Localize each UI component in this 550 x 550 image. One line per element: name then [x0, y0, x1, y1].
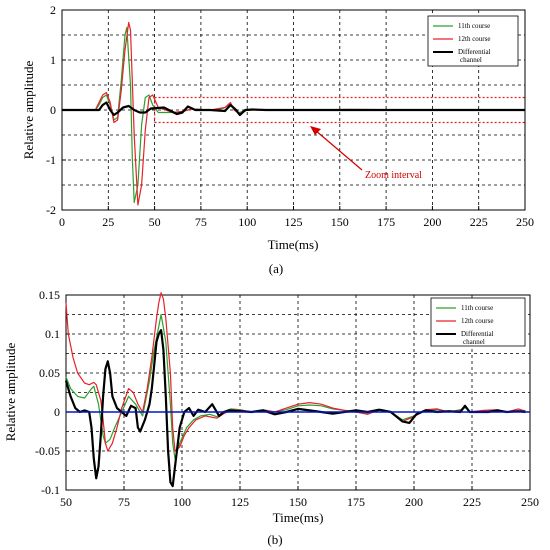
- y-tick-label: 1: [50, 53, 56, 67]
- x-tick-label: 0: [59, 215, 65, 229]
- x-tick-label: 25: [102, 215, 114, 229]
- y-tick-label: -1: [46, 153, 56, 167]
- legend-label: 12th course: [461, 317, 493, 325]
- panel-a-zoom-box: Zoom interval: [153, 96, 525, 181]
- panel-b-ticks: 50 75 100 125 150 175 200 225 250 0.15 0.1 0.05 0 -0.…: [35, 288, 539, 509]
- zoom-arrow-line: [314, 129, 363, 171]
- x-tick-label: 200: [405, 495, 423, 509]
- series-line-12th-course: [62, 21, 526, 206]
- x-tick-label: 125: [231, 495, 249, 509]
- x-tick-label: 125: [285, 215, 303, 229]
- x-tick-label: 175: [347, 495, 365, 509]
- x-tick-label: 75: [118, 495, 130, 509]
- panel-b-series: [64, 292, 530, 488]
- panel-b: 50 75 100 125 150 175 200 225 250 0.15 0.1 0.05 0 -0.…: [3, 288, 539, 547]
- panel-a-legend: 11th course 12th course Differentialchanne…: [427, 15, 519, 67]
- series-line-differential-channel: [62, 101, 525, 117]
- legend-label-cont: channel: [463, 338, 485, 346]
- y-tick-label: 0.15: [39, 288, 60, 302]
- legend-label-cont: channel: [460, 56, 482, 64]
- x-tick-label: 150: [289, 495, 307, 509]
- x-tick-label: 200: [423, 215, 441, 229]
- y-tick-label: 0: [50, 103, 56, 117]
- panel-a: 0 25 50 75 100 125 150 175 200 225 250 2 1 0 -1 -2 Zoom…: [21, 3, 534, 276]
- panel-b-legend: 11th course 12th course Differentialchanne…: [430, 297, 526, 347]
- panel-b-y-axis-label: Relative amplitude: [3, 342, 18, 441]
- panel-a-ticks: 0 25 50 75 100 125 150 175 200 225 250 2 1 0 -1 -2: [46, 3, 534, 229]
- x-tick-label: 250: [521, 495, 539, 509]
- legend-label: 11th course: [461, 304, 493, 312]
- legend-label: 12th course: [458, 35, 490, 43]
- x-tick-label: 100: [238, 215, 256, 229]
- x-tick-label: 250: [516, 215, 534, 229]
- panel-a-y-axis-label: Relative amplitude: [21, 60, 36, 159]
- x-tick-label: 100: [173, 495, 191, 509]
- y-tick-label: -0.1: [41, 483, 60, 497]
- panel-b-caption: (b): [267, 532, 282, 547]
- panel-a-series: [62, 21, 526, 206]
- x-tick-label: 225: [463, 495, 481, 509]
- x-tick-label: 50: [60, 495, 72, 509]
- y-tick-label: 0.1: [45, 327, 60, 341]
- legend-label: Differential: [458, 48, 491, 56]
- y-tick-label: -2: [46, 203, 56, 217]
- x-tick-label: 225: [470, 215, 488, 229]
- x-tick-label: 175: [377, 215, 395, 229]
- zoom-annotation: Zoom interval: [365, 170, 422, 181]
- legend-label: 11th course: [458, 22, 490, 30]
- legend-box: [427, 15, 519, 67]
- x-tick-label: 150: [331, 215, 349, 229]
- panel-a-x-axis-label: Time(ms): [268, 237, 319, 252]
- x-tick-label: 50: [149, 215, 161, 229]
- panel-a-caption: (a): [269, 261, 283, 276]
- y-tick-label: 0.05: [39, 366, 60, 380]
- x-tick-label: 75: [195, 215, 207, 229]
- zoom-arrow-head: [310, 126, 321, 135]
- legend-label: Differential: [461, 330, 494, 338]
- y-tick-label: 0: [54, 405, 60, 419]
- y-tick-label: -0.05: [35, 444, 60, 458]
- panel-b-x-axis-label: Time(ms): [273, 510, 324, 525]
- y-tick-label: 2: [50, 3, 56, 17]
- legend-box: [430, 297, 526, 347]
